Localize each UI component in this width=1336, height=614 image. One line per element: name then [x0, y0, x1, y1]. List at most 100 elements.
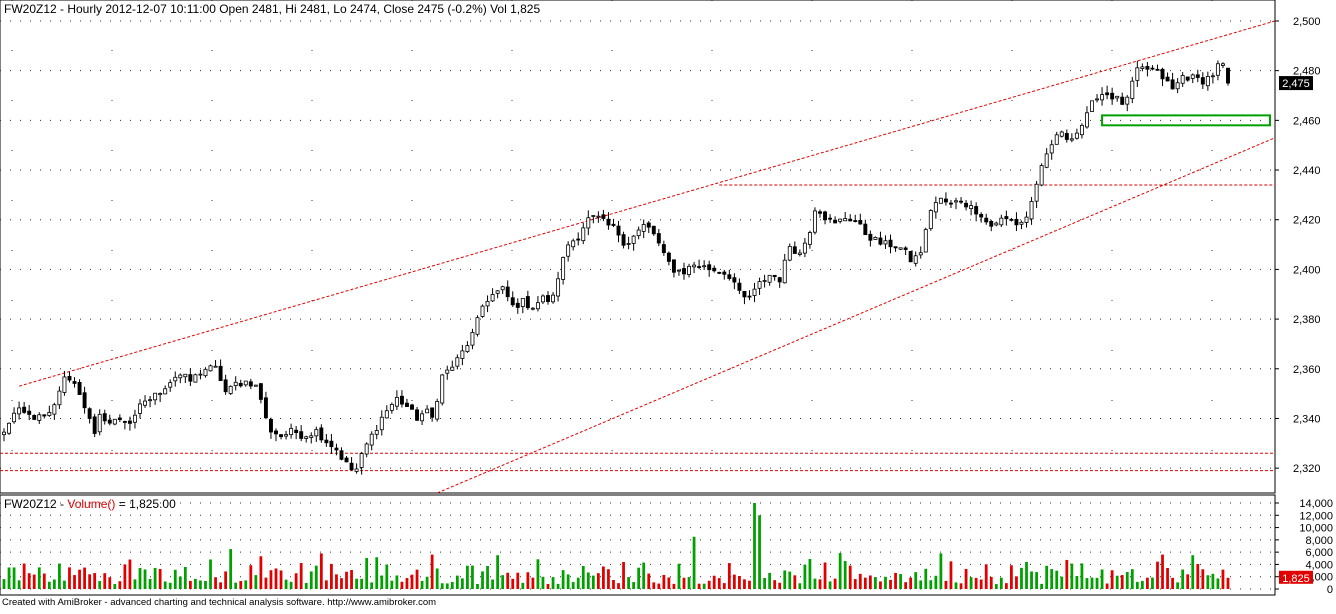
volume-bar — [173, 569, 177, 589]
candle — [828, 214, 833, 223]
candle — [218, 359, 223, 382]
volume-bar — [1055, 570, 1059, 589]
candle — [510, 291, 515, 307]
candle — [480, 304, 485, 318]
volume-bar — [571, 582, 575, 589]
candle — [883, 235, 888, 249]
candle — [535, 295, 540, 312]
candle — [661, 240, 666, 256]
volume-bar — [1015, 576, 1018, 589]
volume-bar — [264, 577, 268, 589]
candle — [460, 344, 465, 366]
candle — [279, 433, 283, 440]
volume-bar — [697, 583, 701, 589]
candle — [752, 282, 757, 303]
volume-bar — [450, 581, 454, 589]
candle — [193, 373, 198, 383]
candle — [1190, 73, 1195, 84]
candle — [1115, 95, 1120, 102]
candle — [349, 457, 354, 471]
candle — [158, 392, 163, 403]
candle — [344, 456, 349, 463]
candle — [848, 214, 853, 222]
volume-bar — [1040, 583, 1044, 589]
candle — [1059, 130, 1064, 138]
volume-bar — [289, 581, 293, 589]
candle — [1160, 67, 1165, 87]
volume-bar — [541, 576, 545, 589]
volume-bar — [894, 572, 897, 589]
candle — [1130, 76, 1135, 104]
candle — [1165, 72, 1170, 82]
volume-tick-label: 0 — [1327, 584, 1333, 596]
volume-bar — [546, 584, 550, 589]
volume-bar — [98, 581, 102, 589]
volume-bar — [979, 579, 983, 589]
price-tick-label: 2,340 — [1293, 413, 1321, 425]
candle — [1226, 67, 1230, 86]
candle — [833, 216, 838, 224]
candle — [616, 220, 621, 243]
candle — [697, 259, 702, 270]
candle — [314, 426, 319, 442]
candle — [646, 221, 651, 233]
candle — [772, 274, 777, 281]
candle — [974, 202, 979, 222]
candle — [374, 425, 379, 440]
volume-bar — [1070, 563, 1074, 589]
candle — [82, 386, 87, 414]
candle — [1054, 131, 1059, 145]
volume-bar — [1161, 554, 1164, 589]
candle — [138, 399, 142, 419]
volume-bar — [581, 566, 585, 589]
candle — [475, 315, 480, 337]
candle — [541, 294, 545, 304]
candle — [989, 219, 994, 232]
candle — [1135, 60, 1140, 88]
candle — [1140, 63, 1145, 72]
volume-bar — [632, 582, 636, 589]
candle — [12, 407, 17, 424]
volume-bar — [647, 573, 651, 589]
volume-bar — [753, 503, 756, 589]
volume-bar — [566, 574, 570, 589]
volume-bar — [511, 578, 515, 589]
volume-bar — [1090, 577, 1094, 589]
candle — [621, 231, 626, 249]
price-tick-label: 2,440 — [1293, 165, 1321, 177]
candle — [843, 211, 848, 222]
volume-bar — [838, 553, 842, 589]
candle — [732, 273, 737, 290]
candle — [898, 247, 903, 251]
volume-bar — [662, 574, 666, 589]
volume-bar — [1030, 571, 1033, 589]
candle — [611, 218, 616, 228]
candle — [938, 197, 943, 204]
volume-bar — [1221, 569, 1225, 589]
candle — [717, 271, 722, 275]
candle — [1079, 123, 1084, 139]
volume-bar — [58, 563, 61, 589]
candle — [102, 409, 107, 425]
candle — [1039, 163, 1044, 187]
volume-tick-label: 12,000 — [1299, 510, 1333, 522]
candle — [62, 370, 67, 396]
candle — [737, 278, 742, 294]
candle — [495, 290, 500, 299]
candle — [1110, 87, 1115, 105]
candle — [133, 409, 137, 429]
candle — [289, 423, 294, 439]
volume-bar — [1115, 575, 1119, 589]
price-tick-label: 2,480 — [1293, 66, 1321, 78]
candle — [692, 261, 697, 274]
candle — [651, 225, 656, 236]
volume-title-prefix: FW20Z12 - — [4, 497, 67, 511]
candle — [1044, 148, 1049, 169]
volume-bar — [405, 578, 409, 589]
volume-bar — [657, 583, 661, 589]
volume-bar — [1045, 565, 1049, 589]
candle — [868, 230, 873, 247]
candle — [163, 385, 168, 395]
volume-bar — [848, 565, 852, 589]
